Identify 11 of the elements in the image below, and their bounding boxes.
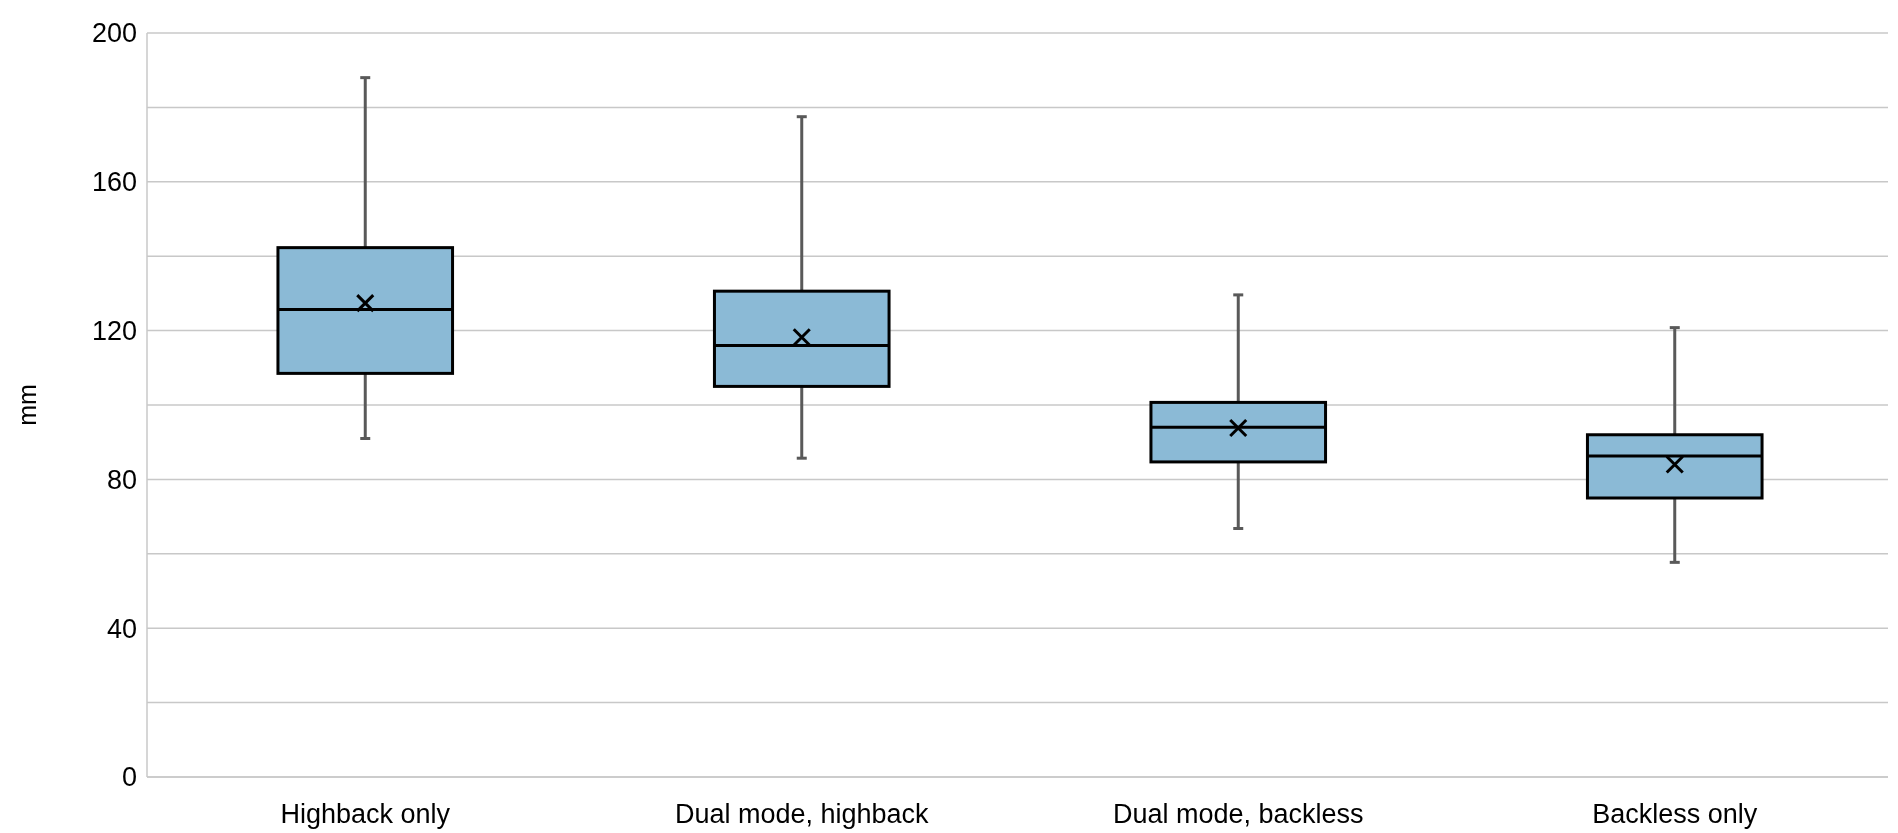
x-tick-label: Dual mode, backless — [1112, 799, 1364, 829]
x-tick-label: Dual mode, highback — [674, 799, 930, 829]
y-tick-label: 0 — [121, 762, 137, 793]
y-tick-label: 200 — [91, 18, 137, 49]
y-tick-label: 40 — [106, 613, 137, 644]
y-tick-label: 120 — [91, 316, 137, 347]
x-tick-label: Highback only — [280, 799, 451, 829]
y-axis-title: mm — [13, 384, 41, 426]
y-tick-label: 160 — [91, 167, 137, 198]
y-tick-label: 80 — [106, 464, 137, 495]
x-tick-label: Backless only — [1592, 799, 1758, 829]
